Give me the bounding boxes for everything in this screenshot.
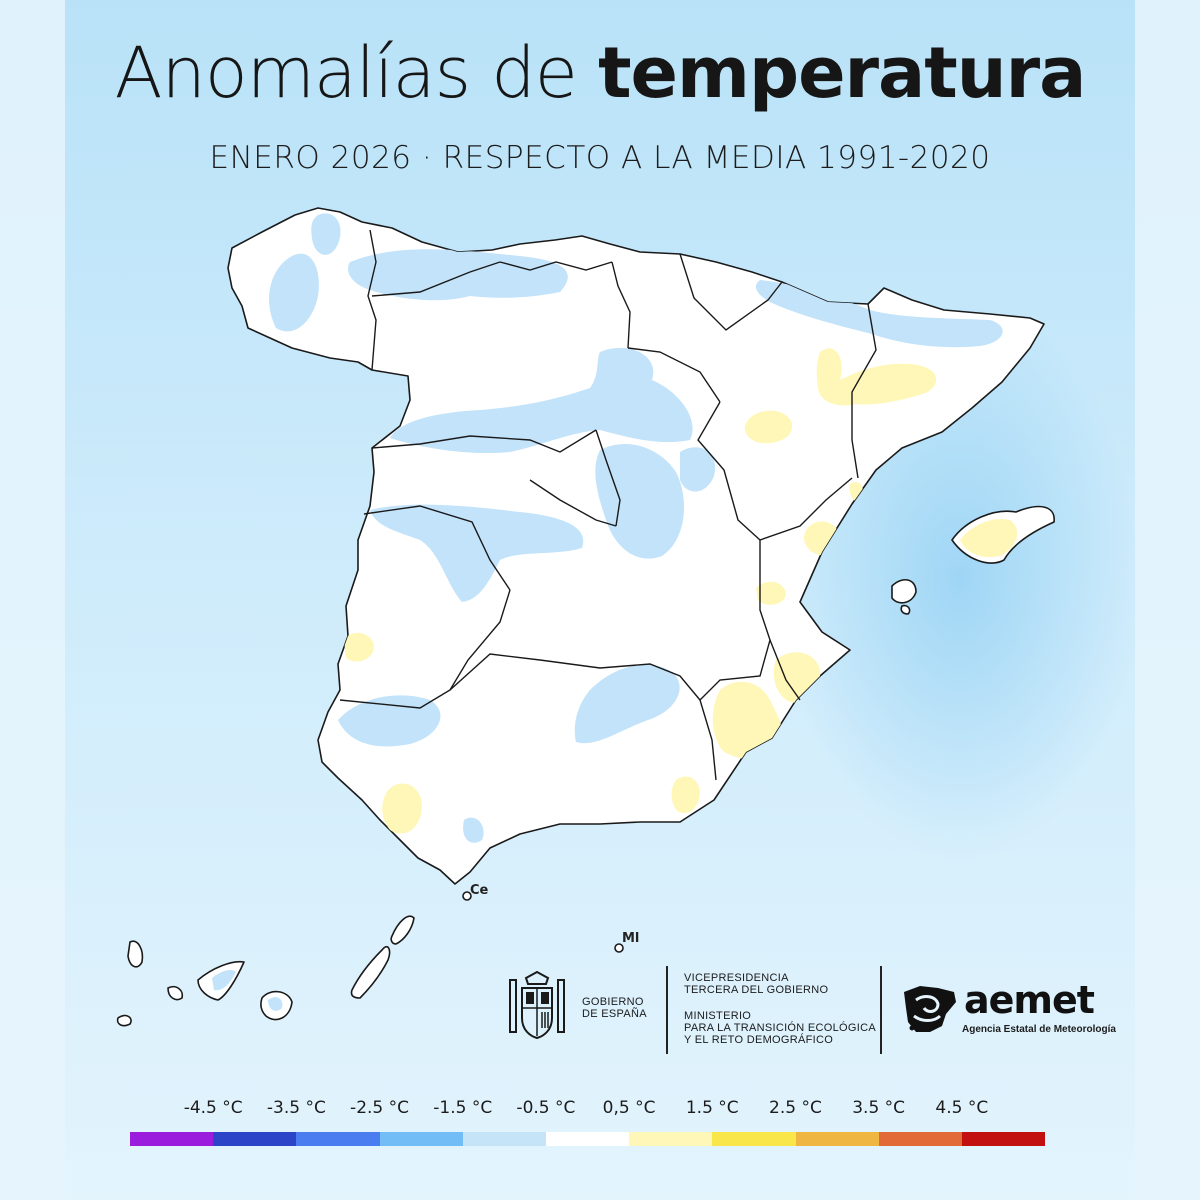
cold-galicia <box>269 253 319 332</box>
border-cantabria <box>499 261 613 271</box>
page-subtitle: ENERO 2026 · RESPECTO A LA MEDIA 1991-20… <box>209 140 991 176</box>
lanzarote <box>390 915 415 945</box>
legend-tick-label: -0.5 °C <box>516 1098 576 1118</box>
spain-coat-of-arms <box>506 970 568 1042</box>
border-basque <box>611 261 631 349</box>
border-galicia <box>367 229 377 371</box>
right-decor-strip <box>1135 0 1200 1200</box>
border-valencia-north <box>759 477 853 541</box>
title-bold: temperatura <box>598 32 1086 114</box>
legend-swatch <box>629 1132 713 1146</box>
border-murcia-west <box>699 699 717 781</box>
legend-swatch <box>462 1132 546 1146</box>
legend-tick-label: 2.5 °C <box>769 1098 822 1118</box>
gran-canaria-cold <box>268 997 283 1011</box>
legend-color-bar <box>130 1132 1046 1146</box>
cold-central <box>370 504 584 602</box>
cold-jaen <box>574 664 680 744</box>
legend-tick-label: 1.5 °C <box>685 1098 739 1118</box>
ceuta-label: Ce <box>470 883 489 898</box>
ministerio-line-3: Y EL RETO DEMOGRÁFICO <box>684 1034 834 1046</box>
vice-line-2: TERCERA DEL GOBIERNO <box>684 984 829 996</box>
legend-swatch <box>213 1132 297 1146</box>
gobierno-line-1: GOBIERNO <box>582 996 644 1008</box>
warm-murcia <box>712 681 784 761</box>
el-hierro <box>116 1014 132 1027</box>
legend-tick-label: -3.5 °C <box>266 1098 326 1118</box>
cold-cantabrian <box>348 249 568 301</box>
legend-tick-label: -1.5 °C <box>433 1098 493 1118</box>
la-gomera <box>167 985 184 1001</box>
legend-tick-label: 4.5 °C <box>935 1098 989 1118</box>
border-clm-east <box>699 540 771 701</box>
aemet-emblem-icon <box>904 986 956 1032</box>
warm-cuenca <box>756 581 786 605</box>
aemet-subtitle: Agencia Estatal de Meteorología <box>962 1024 1116 1035</box>
legend-swatch <box>545 1132 630 1146</box>
legend-tick-label: -4.5 °C <box>183 1098 243 1118</box>
title-light: Anomalías de <box>114 32 578 114</box>
region-borders <box>339 229 877 781</box>
vice-line-1: VICEPRESIDENCIA <box>684 972 789 984</box>
melilla-dot <box>614 943 624 953</box>
border-rioja <box>627 347 721 403</box>
logo-divider-1 <box>666 966 668 1054</box>
cold-east-iberian <box>680 447 716 492</box>
coat-of-arms-icon <box>509 970 565 1040</box>
formentera <box>900 604 911 615</box>
warm-zaragoza <box>744 410 793 444</box>
legend-swatch <box>878 1132 962 1146</box>
border-andalucia-north <box>449 653 701 701</box>
border-madrid-west <box>529 479 617 527</box>
legend-swatch <box>712 1132 796 1146</box>
tenerife-cold <box>212 970 236 991</box>
ministerio-text: MINISTERIO PARA LA TRANSICIÓN ECOLÓGICA … <box>684 1010 876 1046</box>
ministerio-line-1: MINISTERIO <box>684 1010 752 1022</box>
border-murcia-east <box>769 639 801 701</box>
ibiza <box>891 579 917 604</box>
gobierno-line-2: DE ESPAÑA <box>582 1008 647 1020</box>
legend-swatch <box>795 1132 879 1146</box>
cold-malaga <box>463 817 484 843</box>
border-extremadura-north <box>363 505 511 591</box>
fuerteventura <box>350 945 391 999</box>
border-extremadura-south <box>339 589 511 709</box>
gobierno-text: GOBIERNO DE ESPAÑA <box>582 996 647 1020</box>
aemet-wordmark: aemet <box>964 978 1095 1022</box>
vicepresidencia-text: VICEPRESIDENCIA TERCERA DEL GOBIERNO <box>684 972 828 996</box>
legend-tick-label: -2.5 °C <box>350 1098 410 1118</box>
page-title: Anomalías de temperatura <box>0 28 1200 118</box>
la-palma <box>127 940 144 968</box>
warm-almeria <box>671 776 700 814</box>
legend-tick-label: 3.5 °C <box>852 1098 906 1118</box>
left-decor-strip <box>0 0 65 1200</box>
mallorca-warm <box>960 518 1018 558</box>
cold-tajo <box>595 444 685 559</box>
legend-swatch <box>379 1132 463 1146</box>
cold-duero <box>390 347 693 454</box>
warm-cadiz <box>382 783 422 834</box>
logo-divider-2 <box>880 966 882 1054</box>
legend-tick-label: 0,5 °C <box>602 1098 656 1118</box>
ceuta-dot <box>462 891 472 901</box>
legend-swatch <box>961 1132 1046 1146</box>
border-asturias <box>371 261 501 297</box>
cold-galicia-north <box>311 213 341 255</box>
legend-swatch <box>296 1132 380 1146</box>
legend-swatch <box>130 1132 214 1146</box>
melilla-label: Ml <box>622 931 639 946</box>
border-navarra <box>679 253 783 331</box>
aemet-logo <box>898 982 962 1036</box>
ministerio-line-2: PARA LA TRANSICIÓN ECOLÓGICA <box>684 1022 876 1034</box>
border-aragon-west <box>697 401 761 541</box>
warm-badajoz <box>344 632 374 662</box>
warm-aragon <box>816 348 937 406</box>
border-madrid-east <box>595 429 621 527</box>
border-aragon-east <box>851 303 877 479</box>
border-cyl-south <box>371 429 597 453</box>
